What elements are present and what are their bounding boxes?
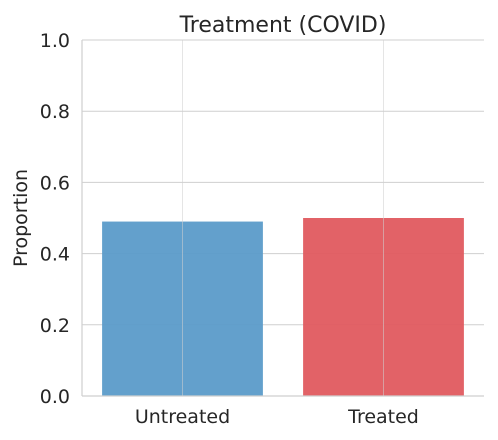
vertical-gridlines — [182, 40, 384, 396]
axes: 0.0 0.2 0.4 0.6 0.8 1.0 Untreated Treated — [40, 30, 484, 428]
y-tick-label: 0.8 — [40, 101, 70, 123]
y-tick-label: 0.6 — [40, 172, 70, 194]
y-tick-label: 0.0 — [40, 386, 70, 408]
chart-title: Treatment (COVID) — [179, 13, 387, 38]
x-tick-label: Treated — [347, 406, 419, 428]
x-tick-label: Untreated — [135, 406, 230, 428]
y-axis-label: Proportion — [10, 169, 32, 267]
y-tick-label: 0.2 — [40, 315, 70, 337]
bars — [102, 218, 464, 396]
y-tick-label: 0.4 — [40, 244, 70, 266]
y-tick-label: 1.0 — [40, 30, 70, 52]
